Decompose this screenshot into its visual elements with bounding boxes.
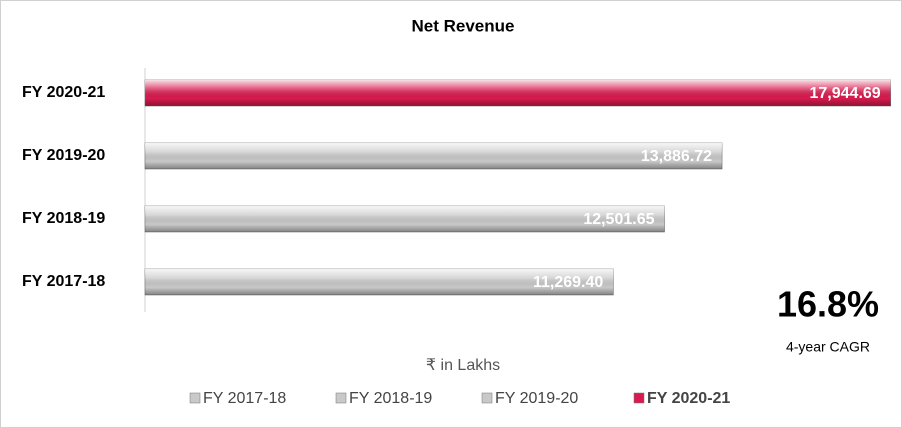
y-tick-label: FY 2017-18 — [22, 273, 105, 290]
bar-shine — [145, 80, 891, 106]
cagr-value: 16.8% — [777, 284, 879, 325]
legend-label: FY 2019-20 — [495, 390, 578, 407]
bar-shine — [145, 269, 614, 295]
y-tick-label: FY 2019-20 — [22, 147, 105, 164]
y-tick-label: FY 2020-21 — [22, 84, 105, 101]
legend-label: FY 2018-19 — [349, 390, 432, 407]
legend-marker — [189, 392, 201, 404]
bar-shine — [145, 206, 665, 232]
data-label: 17,944.69 — [810, 85, 881, 102]
x-axis-label: ₹ in Lakhs — [426, 357, 500, 374]
legend-label: FY 2017-18 — [203, 390, 286, 407]
cagr-label: 4-year CAGR — [786, 339, 870, 355]
legend-marker — [481, 392, 493, 404]
data-label: 13,886.72 — [641, 148, 712, 165]
chart-title: Net Revenue — [412, 16, 515, 35]
bar-shine — [145, 143, 723, 169]
legend-label: FY 2020-21 — [647, 390, 730, 407]
data-label: 12,501.65 — [583, 211, 654, 228]
legend-marker — [335, 392, 347, 404]
legend-marker — [633, 392, 645, 404]
y-tick-label: FY 2018-19 — [22, 210, 105, 227]
data-label: 11,269.40 — [533, 274, 603, 291]
